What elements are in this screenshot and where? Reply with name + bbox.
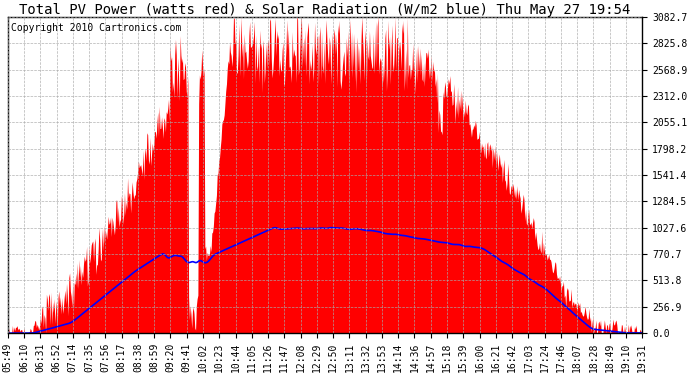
Title: Total PV Power (watts red) & Solar Radiation (W/m2 blue) Thu May 27 19:54: Total PV Power (watts red) & Solar Radia… [19,3,631,17]
Text: Copyright 2010 Cartronics.com: Copyright 2010 Cartronics.com [11,23,181,33]
